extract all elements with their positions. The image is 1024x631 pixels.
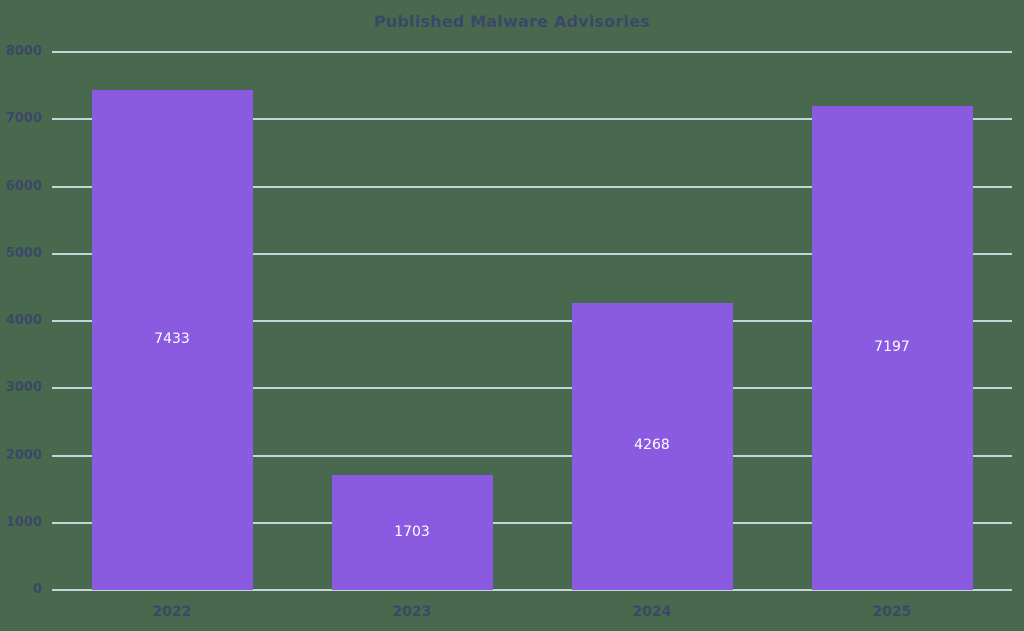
gridline: [52, 589, 1012, 591]
bar-value-label: 1703: [394, 523, 430, 540]
gridline: [52, 521, 1012, 524]
y-axis-tick-label: 6000: [5, 178, 42, 194]
y-axis-tick-label: 2000: [5, 447, 42, 463]
bar-2022: [91, 90, 253, 590]
y-axis-tick-label: 4000: [5, 313, 42, 328]
y-axis-tick-label: 7000: [5, 111, 42, 127]
gridline: [52, 387, 1012, 390]
bar-2024: [571, 302, 733, 590]
bar-value-label: 7433: [154, 331, 190, 348]
y-axis-tick-label: 5000: [5, 245, 42, 261]
y-axis-tick-label: 0: [32, 582, 42, 597]
gridline: [52, 252, 1012, 255]
x-axis-tick-label: 2022: [152, 604, 192, 620]
chart-title: Published Malware Advisories: [373, 12, 651, 31]
x-axis-tick-label: 2024: [632, 604, 672, 620]
y-axis-tick-label: 1000: [5, 514, 42, 530]
bar-value-label: 4268: [634, 437, 670, 454]
bar-2023: [331, 475, 493, 590]
gridline: [52, 185, 1012, 188]
x-axis-tick-label: 2023: [392, 604, 432, 620]
gridline: [52, 51, 1012, 53]
gridline: [52, 118, 1012, 121]
y-axis-tick-label: 3000: [5, 380, 42, 396]
gridline: [52, 320, 1012, 322]
y-axis-tick-label: 8000: [5, 44, 42, 59]
bar-value-label: 7197: [874, 339, 910, 355]
x-axis-tick-label: 2025: [872, 604, 912, 620]
bar-2025: [811, 106, 973, 590]
gridline: [52, 454, 1012, 457]
